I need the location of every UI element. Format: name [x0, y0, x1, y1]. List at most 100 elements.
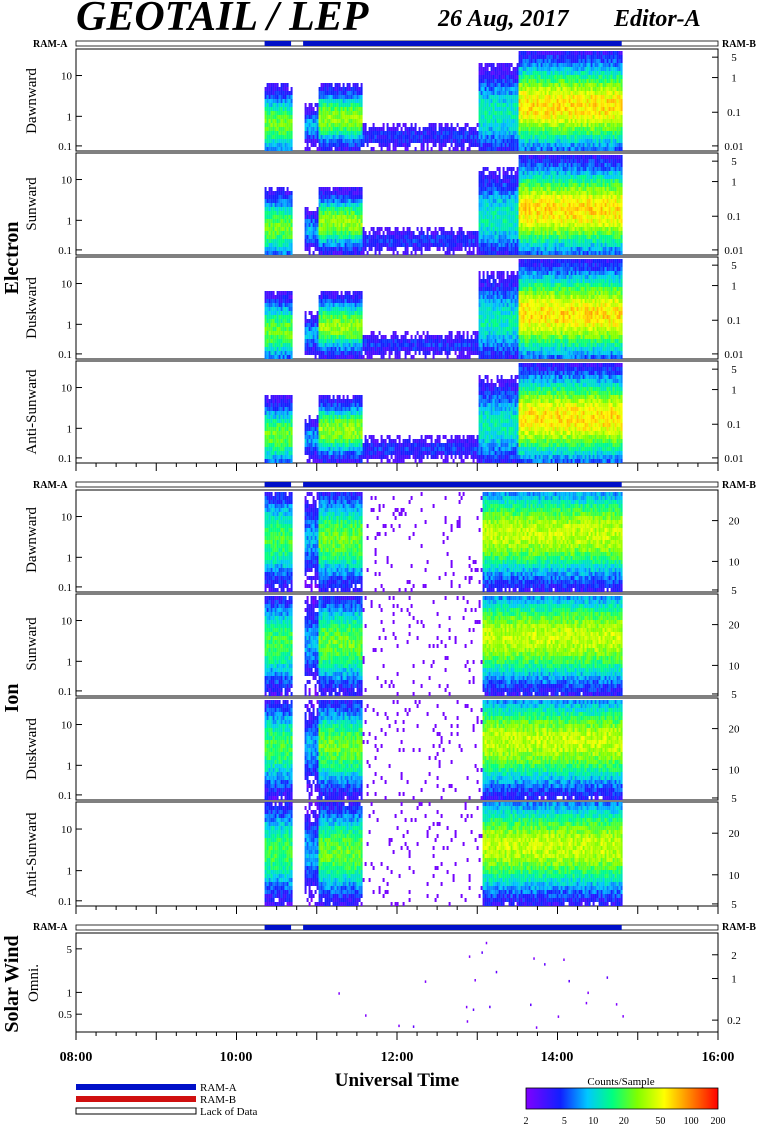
spectrogram-cell	[387, 235, 389, 239]
spectrogram-cell	[601, 127, 603, 131]
spectrogram-cell	[531, 231, 533, 235]
ram-bar-ion	[76, 482, 718, 487]
spectrogram-cell	[507, 231, 509, 235]
spectrogram-cell	[543, 135, 545, 139]
spectrogram-cell	[527, 75, 529, 79]
spectrogram-cell	[381, 227, 383, 231]
spectrogram-cell	[275, 223, 277, 227]
spectrogram-cell	[579, 75, 581, 79]
spectrogram-cell	[581, 199, 583, 203]
spectrogram-cell	[621, 123, 623, 127]
spectrogram-cell	[289, 123, 291, 127]
spectrogram-cell	[291, 227, 293, 231]
spectrogram-cell	[563, 155, 565, 159]
spectrogram-cell	[423, 243, 425, 247]
spectrogram-cell	[363, 123, 365, 127]
spectrogram-cell	[609, 99, 611, 103]
spectrogram-cell	[543, 175, 545, 179]
spectrogram-cell	[537, 251, 539, 255]
spectrogram-cell	[605, 143, 607, 147]
spectrogram-cell	[523, 107, 525, 111]
spectrogram-cell	[351, 199, 353, 203]
spectrogram-cell	[283, 231, 285, 235]
spectrogram-cell	[319, 123, 321, 127]
spectrogram-cell	[267, 115, 269, 119]
spectrogram-cell	[537, 147, 539, 151]
spectrogram-cell	[289, 227, 291, 231]
legend-ram-a-text: RAM-A	[200, 1082, 237, 1094]
spectrogram-cell	[537, 239, 539, 243]
spectrogram-cell	[589, 87, 591, 91]
spectrogram-cell	[581, 63, 583, 67]
spectrogram-cell	[553, 251, 555, 255]
spectrogram-cell	[561, 83, 563, 87]
spectrogram-cell	[525, 211, 527, 215]
spectrogram-cell	[385, 239, 387, 243]
spectrogram-cell	[505, 123, 507, 127]
spectrogram-cell	[505, 99, 507, 103]
spectrogram-cell	[569, 219, 571, 223]
spectrogram-cell	[313, 115, 315, 119]
spectrogram-cell	[565, 159, 567, 163]
spectrogram-cell	[605, 87, 607, 91]
spectrogram-cell	[355, 247, 357, 251]
spectrogram-cell	[505, 223, 507, 227]
spectrogram-cell	[585, 55, 587, 59]
spectrogram-cell	[285, 139, 287, 143]
spectrogram-cell	[479, 227, 481, 231]
spectrogram-cell	[517, 215, 519, 219]
spectrogram-cell	[357, 87, 359, 91]
spectrogram-cell	[599, 99, 601, 103]
spectrogram-cell	[323, 235, 325, 239]
spectrogram-cell	[471, 235, 473, 239]
spectrogram-cell	[531, 179, 533, 183]
spectrogram-cell	[585, 99, 587, 103]
spectrogram-cell	[363, 251, 365, 255]
spectrogram-cell	[445, 251, 447, 255]
spectrogram-cell	[521, 111, 523, 115]
spectrogram-cell	[335, 91, 337, 95]
spectrogram-cell	[559, 199, 561, 203]
spectrogram-cell	[313, 235, 315, 239]
spectrogram-cell	[429, 131, 431, 135]
spectrogram-cell	[517, 235, 519, 239]
spectrogram-cell	[585, 135, 587, 139]
spectrogram-cell	[419, 131, 421, 135]
spectrogram-cell	[329, 215, 331, 219]
spectrogram-cell	[415, 239, 417, 243]
spectrogram-cell	[523, 231, 525, 235]
spectrogram-cell	[557, 159, 559, 163]
spectrogram-cell	[447, 235, 449, 239]
spectrogram-cell	[383, 135, 385, 139]
spectrogram-cell	[285, 147, 287, 151]
spectrogram-cell	[411, 243, 413, 247]
spectrogram-cell	[545, 215, 547, 219]
spectrogram-cell	[537, 75, 539, 79]
spectrogram-cell	[461, 239, 463, 243]
spectrogram-cell	[517, 103, 519, 107]
spectrogram-cell	[273, 195, 275, 199]
spectrogram-cell	[345, 207, 347, 211]
spectrogram-cell	[597, 79, 599, 83]
spectrogram-cell	[543, 171, 545, 175]
spectrogram-cell	[551, 143, 553, 147]
spectrogram-cell	[527, 227, 529, 231]
spectrogram-cell	[357, 83, 359, 87]
spectrogram-cell	[481, 251, 483, 255]
spectrogram-cell	[517, 139, 519, 143]
spectrogram-cell	[561, 147, 563, 151]
spectrogram-cell	[401, 231, 403, 235]
spectrogram-cell	[579, 95, 581, 99]
spectrogram-cell	[591, 115, 593, 119]
spectrogram-cell	[313, 223, 315, 227]
spectrogram-cell	[533, 143, 535, 147]
spectrogram-cell	[553, 235, 555, 239]
spectrogram-cell	[283, 207, 285, 211]
spectrogram-cell	[439, 139, 441, 143]
spectrogram-cell	[579, 63, 581, 67]
spectrogram-cell	[271, 235, 273, 239]
spectrogram-cell	[357, 95, 359, 99]
spectrogram-cell	[577, 91, 579, 95]
spectrogram-cell	[351, 243, 353, 247]
spectrogram-cell	[327, 243, 329, 247]
